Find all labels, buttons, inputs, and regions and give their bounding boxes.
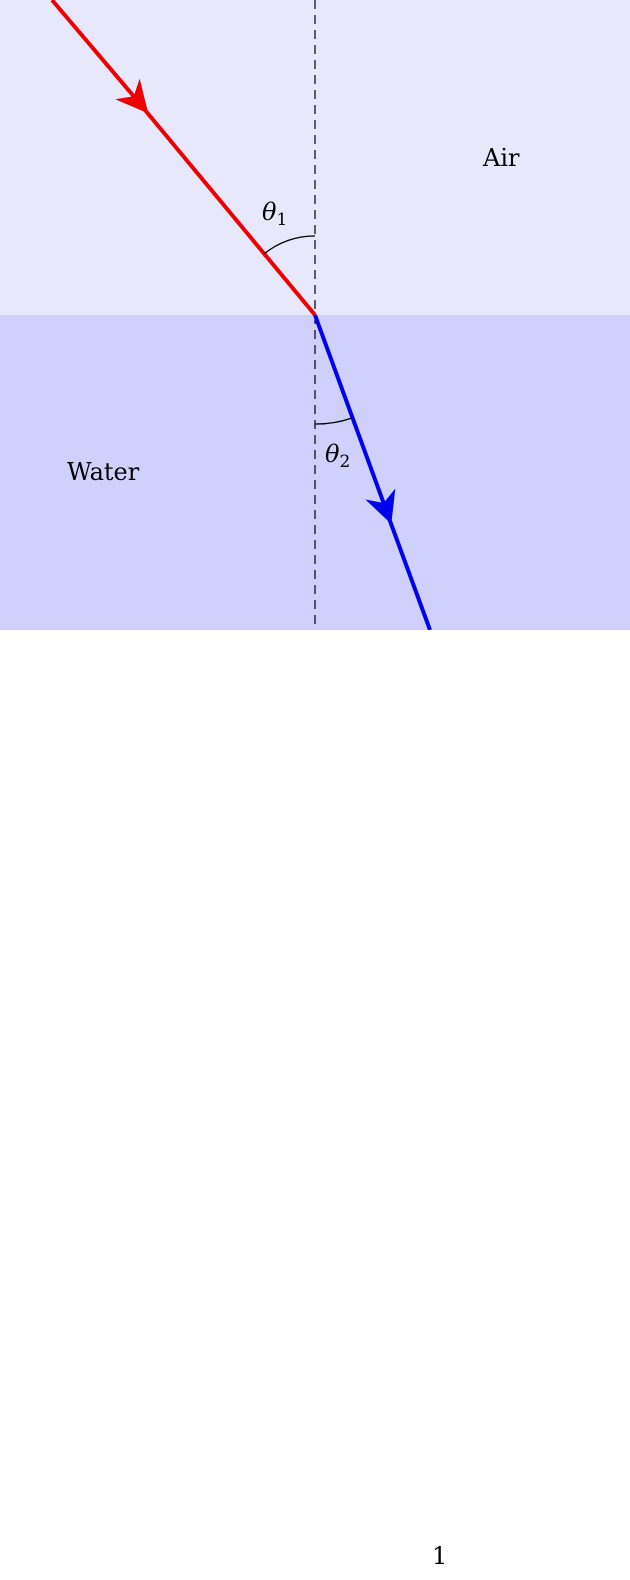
angle-arc-incidence (263, 235, 316, 255)
air-label: Air (482, 144, 520, 172)
refracted-ray (313, 314, 396, 525)
refraction-svg: Air Water θ1 θ2 (0, 0, 630, 631)
angle-arc-refraction (314, 417, 353, 425)
water-label: Water (67, 458, 140, 486)
incident-ray-segment (138, 102, 317, 317)
page-number: 1 (432, 1542, 448, 1570)
refraction-diagram: Air Water θ1 θ2 (0, 0, 630, 631)
incident-ray (50, 0, 149, 114)
refracted-ray-segment (384, 509, 432, 631)
theta-1-label: θ1 (262, 198, 287, 230)
theta-2-label: θ2 (325, 440, 350, 472)
